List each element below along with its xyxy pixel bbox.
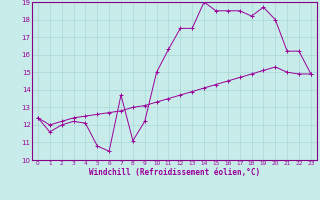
X-axis label: Windchill (Refroidissement éolien,°C): Windchill (Refroidissement éolien,°C) xyxy=(89,168,260,177)
